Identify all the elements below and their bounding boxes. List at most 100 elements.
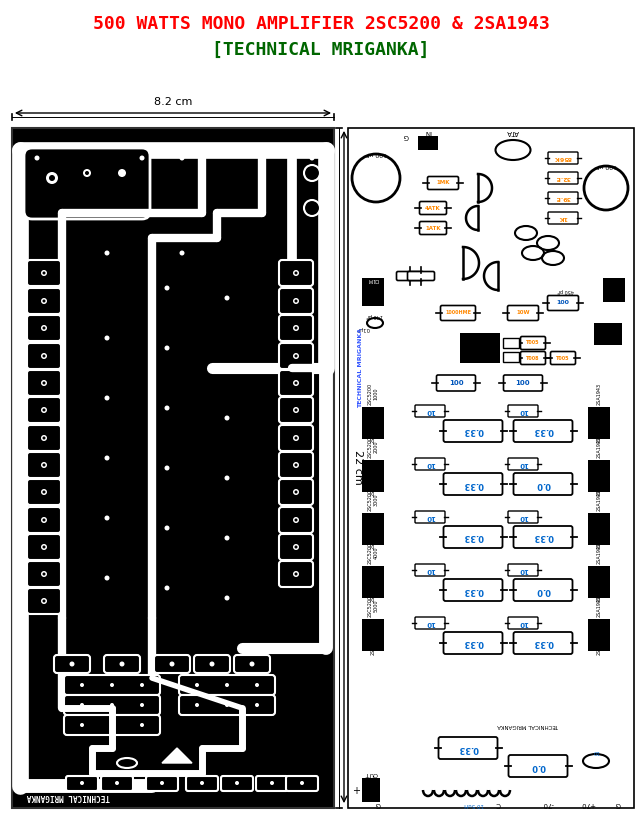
Circle shape: [80, 781, 84, 785]
FancyBboxPatch shape: [437, 375, 476, 391]
Text: 10: 10: [518, 567, 528, 573]
Circle shape: [294, 326, 298, 330]
FancyBboxPatch shape: [101, 776, 133, 791]
Text: 10: 10: [425, 461, 435, 467]
Circle shape: [120, 662, 125, 667]
Text: 0.1µF: 0.1µF: [356, 325, 370, 330]
Text: G: G: [615, 801, 620, 807]
Circle shape: [41, 517, 47, 523]
Circle shape: [80, 703, 84, 707]
Text: 2SA1943: 2SA1943: [597, 421, 601, 443]
Circle shape: [41, 435, 47, 441]
Text: 2SA1943: 2SA1943: [597, 383, 601, 405]
FancyBboxPatch shape: [27, 288, 61, 314]
Text: 10: 10: [518, 620, 528, 626]
Text: 0.33: 0.33: [463, 586, 484, 595]
Circle shape: [293, 544, 299, 550]
Circle shape: [115, 781, 119, 785]
Text: 2SA1943: 2SA1943: [597, 633, 601, 655]
Circle shape: [42, 409, 46, 411]
Text: D1M: D1M: [367, 278, 379, 282]
Text: 2SC5200
3000: 2SC5200 3000: [368, 489, 378, 511]
FancyBboxPatch shape: [27, 397, 61, 423]
FancyBboxPatch shape: [24, 148, 150, 219]
Circle shape: [294, 354, 298, 358]
FancyBboxPatch shape: [279, 288, 313, 314]
Circle shape: [294, 272, 298, 274]
Text: 10: 10: [518, 514, 528, 520]
FancyBboxPatch shape: [509, 755, 568, 777]
Circle shape: [224, 596, 230, 601]
FancyBboxPatch shape: [194, 655, 230, 673]
Circle shape: [105, 515, 109, 520]
Text: 0.33: 0.33: [463, 426, 484, 435]
Circle shape: [293, 571, 299, 577]
Text: 2SC5200: 2SC5200: [370, 580, 376, 602]
FancyBboxPatch shape: [419, 202, 446, 215]
Circle shape: [293, 407, 299, 413]
FancyBboxPatch shape: [444, 420, 502, 442]
Circle shape: [195, 703, 199, 707]
Circle shape: [41, 380, 47, 386]
Text: 1MK: 1MK: [436, 181, 449, 186]
FancyBboxPatch shape: [27, 507, 61, 533]
Circle shape: [294, 545, 298, 548]
Circle shape: [270, 781, 274, 785]
FancyBboxPatch shape: [64, 715, 160, 735]
FancyBboxPatch shape: [154, 655, 190, 673]
FancyBboxPatch shape: [415, 564, 445, 576]
FancyBboxPatch shape: [279, 534, 313, 560]
FancyBboxPatch shape: [514, 579, 572, 601]
Bar: [503, 338, 519, 348]
FancyBboxPatch shape: [279, 260, 313, 286]
FancyBboxPatch shape: [415, 617, 445, 629]
FancyBboxPatch shape: [234, 655, 270, 673]
Circle shape: [41, 544, 47, 550]
Text: 2SC5200: 2SC5200: [370, 474, 376, 496]
Circle shape: [105, 335, 109, 340]
FancyBboxPatch shape: [520, 352, 545, 364]
Circle shape: [294, 572, 298, 576]
Circle shape: [42, 545, 46, 548]
Text: 0.33: 0.33: [533, 426, 553, 435]
Circle shape: [304, 200, 320, 216]
FancyBboxPatch shape: [64, 695, 160, 715]
FancyBboxPatch shape: [279, 425, 313, 451]
Circle shape: [235, 781, 239, 785]
Circle shape: [140, 703, 144, 707]
Circle shape: [140, 683, 144, 687]
Bar: [588, 407, 610, 439]
Text: 32.E: 32.E: [556, 175, 571, 181]
FancyBboxPatch shape: [256, 776, 288, 791]
Bar: [588, 513, 610, 545]
FancyBboxPatch shape: [440, 306, 476, 320]
Circle shape: [294, 463, 298, 467]
Circle shape: [105, 250, 109, 255]
FancyBboxPatch shape: [503, 375, 543, 391]
FancyBboxPatch shape: [279, 370, 313, 396]
Circle shape: [42, 436, 46, 439]
FancyBboxPatch shape: [419, 221, 446, 235]
Text: 0.33: 0.33: [458, 743, 478, 752]
FancyBboxPatch shape: [507, 306, 538, 320]
FancyBboxPatch shape: [27, 425, 61, 451]
FancyBboxPatch shape: [415, 458, 445, 470]
Circle shape: [293, 353, 299, 359]
Text: T005: T005: [526, 340, 539, 345]
Circle shape: [110, 703, 114, 707]
Circle shape: [165, 406, 170, 411]
Text: 2SA1943: 2SA1943: [597, 542, 601, 564]
Text: 0.33: 0.33: [463, 480, 484, 488]
FancyBboxPatch shape: [548, 172, 578, 184]
Text: T005: T005: [556, 355, 570, 360]
FancyBboxPatch shape: [444, 473, 502, 495]
Text: -70: -70: [542, 801, 554, 807]
Circle shape: [41, 407, 47, 413]
Text: 2SA1943: 2SA1943: [597, 595, 601, 617]
Circle shape: [249, 662, 255, 667]
Circle shape: [41, 598, 47, 604]
Circle shape: [224, 535, 230, 540]
Circle shape: [140, 723, 144, 727]
FancyBboxPatch shape: [64, 675, 160, 695]
FancyBboxPatch shape: [508, 617, 538, 629]
